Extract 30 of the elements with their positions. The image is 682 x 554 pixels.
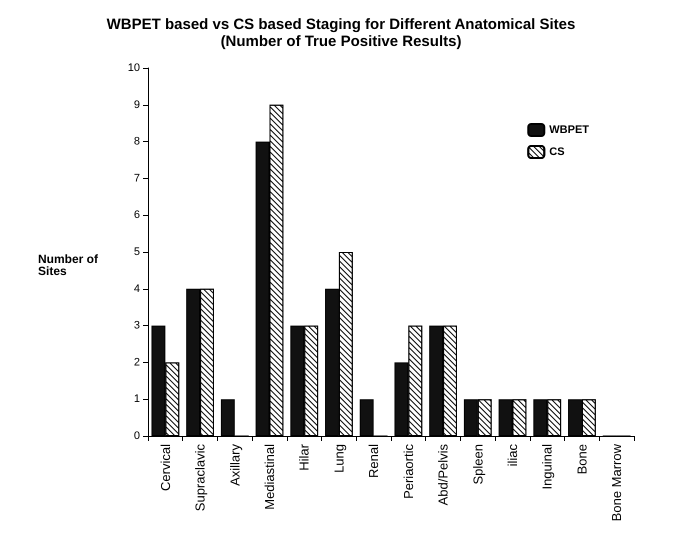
y-tick-label: 1	[134, 393, 140, 406]
y-tick-label: 2	[134, 356, 140, 368]
y-tick-label: 4	[134, 282, 140, 295]
y-tick-label: 7	[134, 172, 140, 184]
y-axis-title: Number of Sites	[38, 252, 102, 278]
x-tick-label: Bone	[574, 444, 590, 474]
x-tick-label: iliac	[505, 444, 520, 466]
legend-label: CS	[549, 146, 565, 158]
chart-title: WBPET based vs CS based Staging for Different Anatomical Sites	[106, 16, 576, 33]
y-tick-label: 8	[134, 136, 140, 148]
x-tick-label: Supraclavic	[192, 444, 208, 512]
y-tick-label: 0	[134, 430, 140, 442]
x-tick-label: Mediastinal	[262, 444, 277, 510]
x-tick-label: Lung	[331, 444, 346, 473]
legend-label: WBPET	[549, 124, 590, 136]
x-tick-label: Inguinal	[540, 444, 555, 490]
chart-subtitle: (Number of True Positive Results)	[220, 33, 462, 50]
y-tick-label: 5	[134, 246, 140, 258]
x-tick-label: Periaortic	[400, 444, 416, 499]
x-tick-label: Bone Marrow	[609, 443, 624, 522]
y-tick-label: 3	[134, 320, 140, 332]
x-tick-label: Renal	[366, 444, 382, 478]
x-tick-label: Abd/Pelvis	[436, 444, 451, 506]
x-tick-label: Axillary	[227, 444, 242, 486]
y-tick-label: 6	[134, 209, 140, 222]
x-tick-label: Cervical	[158, 444, 173, 491]
y-tick-label: 9	[134, 98, 140, 111]
y-tick-label: 10	[128, 62, 140, 74]
x-tick-label: Spleen	[470, 444, 486, 484]
x-tick-label: Hilar	[296, 443, 312, 471]
